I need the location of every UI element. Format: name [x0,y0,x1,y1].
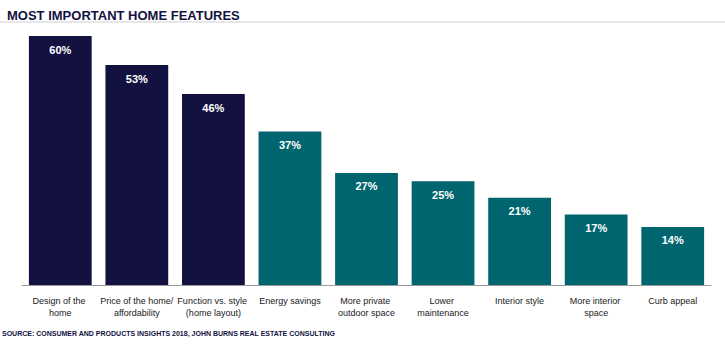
svg-text:21%: 21% [509,205,531,217]
svg-text:More private: More private [340,296,393,306]
svg-text:affordability: affordability [114,308,160,318]
svg-text:37%: 37% [279,139,301,151]
svg-text:MOST IMPORTANT HOME FEATURES: MOST IMPORTANT HOME FEATURES [7,8,240,23]
svg-text:(home layout): (home layout) [186,308,241,318]
svg-text:14%: 14% [662,234,684,246]
svg-text:Price of the home/: Price of the home/ [100,296,174,306]
svg-text:maintenance: maintenance [417,308,469,318]
svg-text:space: space [584,308,608,318]
svg-text:outdoor space: outdoor space [338,308,395,318]
svg-text:27%: 27% [355,180,377,192]
svg-text:Energy savings: Energy savings [259,296,321,306]
svg-text:60%: 60% [49,44,71,56]
svg-text:17%: 17% [585,222,607,234]
svg-text:Function vs. style: Function vs. style [177,296,249,306]
svg-text:46%: 46% [202,102,224,114]
svg-text:53%: 53% [126,73,148,85]
svg-text:Design of the: Design of the [33,296,89,306]
svg-text:home: home [49,308,72,318]
svg-text:Curb appeal: Curb appeal [648,296,697,306]
svg-text:More interior: More interior [570,296,623,306]
svg-text:Interior style: Interior style [495,296,544,306]
svg-text:25%: 25% [432,189,454,201]
svg-text:SOURCE: CONSUMER AND PRODUCTS: SOURCE: CONSUMER AND PRODUCTS INSIGHTS 2… [2,330,335,338]
svg-text:Lower: Lower [430,296,457,306]
